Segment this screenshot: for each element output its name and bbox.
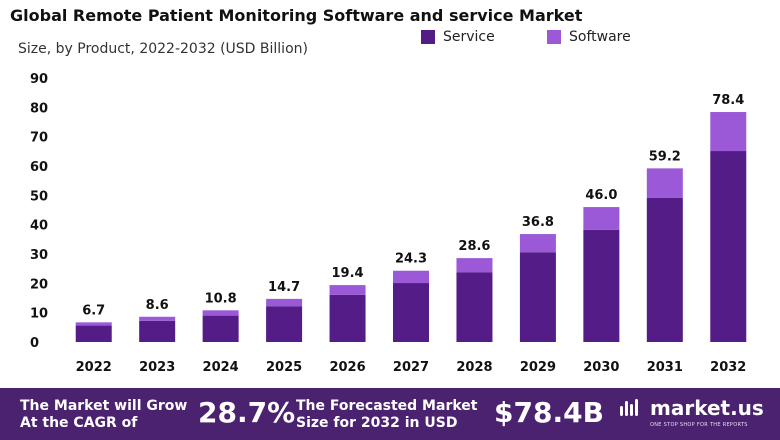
x-tick-label: 2030 [583,360,619,375]
y-tick-label: 60 [30,160,48,175]
bar-total-label: 10.8 [205,291,237,306]
y-tick-label: 10 [30,307,48,322]
y-tick-label: 80 [30,101,48,116]
y-tick-label: 90 [30,72,48,87]
legend-item-software: Software [547,29,631,45]
bar-software [583,207,620,230]
y-tick-label: 0 [30,336,39,351]
bar-service [329,294,366,342]
bar-software [456,258,493,273]
bar-service [583,229,620,342]
footer-forecast-text: The Forecasted Market Size for 2032 in U… [296,398,478,431]
bar-service [710,151,747,342]
legend-label-software: Software [569,29,631,45]
bar-software [139,316,176,321]
bar-service [393,283,429,342]
y-tick-label: 40 [30,219,48,234]
legend-swatch-software [547,30,561,44]
x-tick-label: 2022 [76,360,112,375]
brand-logo[interactable]: market.us [618,396,764,420]
bar-total-label: 28.6 [458,239,490,254]
legend-label-service: Service [443,29,495,45]
bar-software [266,298,303,307]
x-tick-label: 2029 [520,360,556,375]
x-tick-label: 2023 [139,360,175,375]
bar-software [329,285,366,295]
bar-total-label: 78.4 [712,93,744,108]
chart-title: Global Remote Patient Monitoring Softwar… [10,6,583,25]
y-tick-label: 50 [30,189,48,204]
y-tick-label: 30 [30,248,48,263]
bar-service [456,272,493,342]
x-tick-label: 2024 [203,360,239,375]
bar-total-label: 14.7 [268,280,300,295]
x-tick-label: 2025 [266,360,302,375]
bar-total-label: 36.8 [522,215,554,230]
footer-cagr-value: 28.7% [198,396,296,429]
x-tick-label: 2032 [710,360,746,375]
bar-total-label: 24.3 [395,252,427,267]
bar-total-label: 8.6 [146,298,169,313]
legend-item-service: Service [421,29,495,45]
bar-total-label: 6.7 [82,303,105,318]
bar-service [202,315,239,342]
bar-total-label: 59.2 [649,149,681,164]
bar-service [75,325,112,342]
bar-service [646,197,683,342]
legend-swatch-service [421,30,435,44]
bar-service [519,252,556,342]
bar-service [139,320,176,342]
bar-software [646,168,683,198]
footer-cagr-text: The Market will Grow At the CAGR of [20,398,188,431]
bar-software [75,322,112,326]
bar-service [266,306,303,342]
bar-software [202,310,239,316]
y-tick-label: 70 [30,131,48,146]
x-tick-label: 2026 [329,360,365,375]
stacked-bar-chart: 01020304050607080906.720228.6202310.8202… [30,72,747,375]
x-tick-label: 2027 [393,360,429,375]
bar-software [710,112,747,152]
x-tick-label: 2031 [647,360,683,375]
footer-forecast-value: $78.4B [494,396,604,429]
y-tick-label: 20 [30,277,48,292]
chart-subtitle: Size, by Product, 2022-2032 (USD Billion… [18,41,308,57]
market-us-logo-icon [620,399,638,416]
brand-name: market.us [650,396,764,420]
bar-total-label: 46.0 [585,188,617,203]
bar-total-label: 19.4 [332,266,364,281]
brand-tagline: ONE STOP SHOP FOR THE REPORTS [650,422,748,428]
bar-software [393,270,429,284]
bar-software [519,234,556,253]
footer-banner: The Market will Grow At the CAGR of 28.7… [0,388,780,440]
x-tick-label: 2028 [456,360,492,375]
